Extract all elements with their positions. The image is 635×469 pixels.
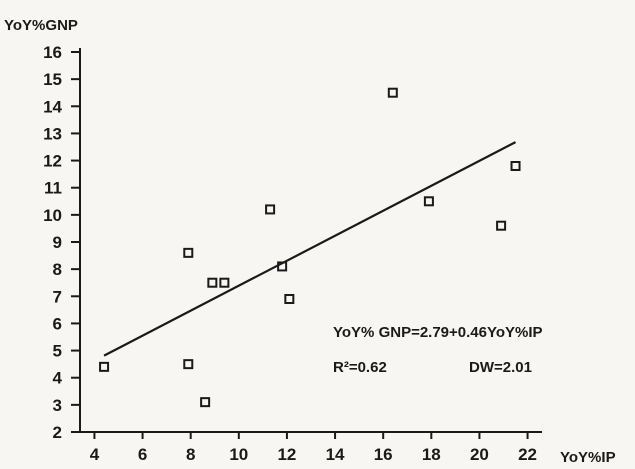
y-tick-label: 7 [53, 287, 62, 306]
regression-line-group [103, 141, 517, 357]
data-point [510, 161, 521, 171]
data-point [387, 87, 398, 98]
x-axis-title: YoY%IP [560, 449, 616, 466]
y-tick-label: 16 [43, 43, 62, 62]
data-points [99, 87, 521, 408]
x-tick-label: 12 [277, 445, 296, 464]
y-tick-label: 5 [53, 342, 62, 361]
y-tick-label: 3 [53, 396, 62, 415]
data-point [183, 359, 194, 370]
x-tick-label: 8 [186, 445, 195, 464]
data-point [200, 397, 211, 408]
y-tick-label: 9 [53, 233, 62, 252]
data-point [183, 247, 194, 258]
x-tick-label: 22 [518, 445, 537, 464]
durbin-watson-label: DW=2.01 [469, 359, 532, 376]
x-tick-label: 6 [138, 445, 147, 464]
y-tick-label: 15 [43, 70, 62, 89]
data-point [277, 261, 288, 272]
y-tick-label: 6 [53, 314, 62, 333]
regression-equation: YoY% GNP=2.79+0.46YoY%IP [333, 324, 543, 341]
x-tick-label: 10 [229, 445, 248, 464]
axes: 2 3 4 5 6 7 8 9 10 11 12 13 14 15 16 4 6 8 10 12 14 16 18 20 22 [43, 43, 542, 464]
y-tick-label: 2 [53, 423, 62, 442]
data-point [265, 204, 276, 215]
data-point [219, 277, 230, 288]
x-tick-label: 4 [90, 445, 100, 464]
x-tick-label: 16 [374, 445, 393, 464]
r-squared-label: R²=0.62 [333, 359, 387, 376]
x-tick-label: 14 [326, 445, 345, 464]
data-point [496, 220, 507, 231]
regression-line [103, 141, 517, 357]
y-tick-label: 12 [43, 152, 62, 171]
data-point [284, 294, 295, 304]
y-tick-label: 14 [43, 97, 62, 116]
y-tick-label: 11 [44, 179, 62, 198]
data-point [207, 277, 218, 288]
x-tick-label: 18 [422, 445, 441, 464]
y-tick-label: 13 [43, 124, 62, 143]
data-point [423, 196, 434, 207]
data-point [99, 361, 110, 372]
x-tick-label: 20 [470, 445, 489, 464]
y-tick-label: 4 [53, 369, 63, 388]
y-axis-title: YoY%GNP [4, 17, 78, 34]
y-tick-label: 10 [43, 206, 62, 225]
y-tick-label: 8 [53, 260, 62, 279]
